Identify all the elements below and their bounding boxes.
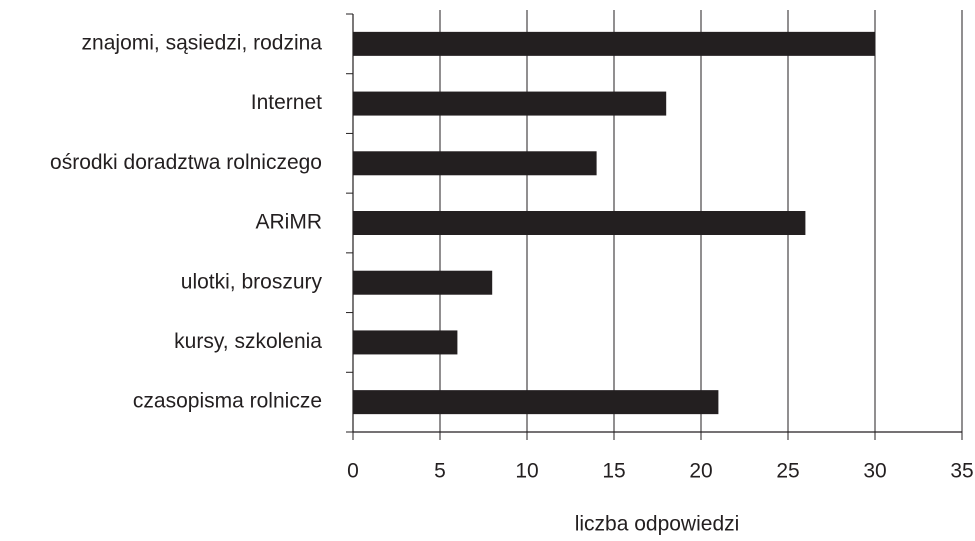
x-axis-label: liczba odpowiedzi [575, 513, 740, 536]
x-tick-label: 25 [776, 460, 799, 483]
x-tick-label: 35 [950, 460, 973, 483]
y-tick-label: ośrodki doradztwa rolniczego [50, 151, 322, 174]
bar [353, 270, 493, 295]
y-tick-label: kursy, szkolenia [174, 330, 322, 353]
y-tick-label: ARiMR [256, 211, 323, 234]
y-tick-label: czasopisma rolnicze [133, 390, 322, 413]
x-tick-label: 0 [347, 460, 359, 483]
x-tick-label: 5 [434, 460, 446, 483]
bar [353, 91, 667, 116]
x-tick-label: 20 [689, 460, 712, 483]
bar [353, 330, 458, 355]
x-tick-label: 15 [602, 460, 625, 483]
bar [353, 151, 597, 176]
x-tick-label: 10 [515, 460, 538, 483]
y-tick-label: Internet [251, 91, 322, 114]
x-tick-label: 30 [863, 460, 886, 483]
bar [353, 31, 875, 56]
bar [353, 211, 806, 235]
bar [353, 390, 719, 415]
y-tick-label: znajomi, sąsiedzi, rodzina [82, 31, 323, 54]
y-tick-label: ulotki, broszury [181, 270, 323, 293]
